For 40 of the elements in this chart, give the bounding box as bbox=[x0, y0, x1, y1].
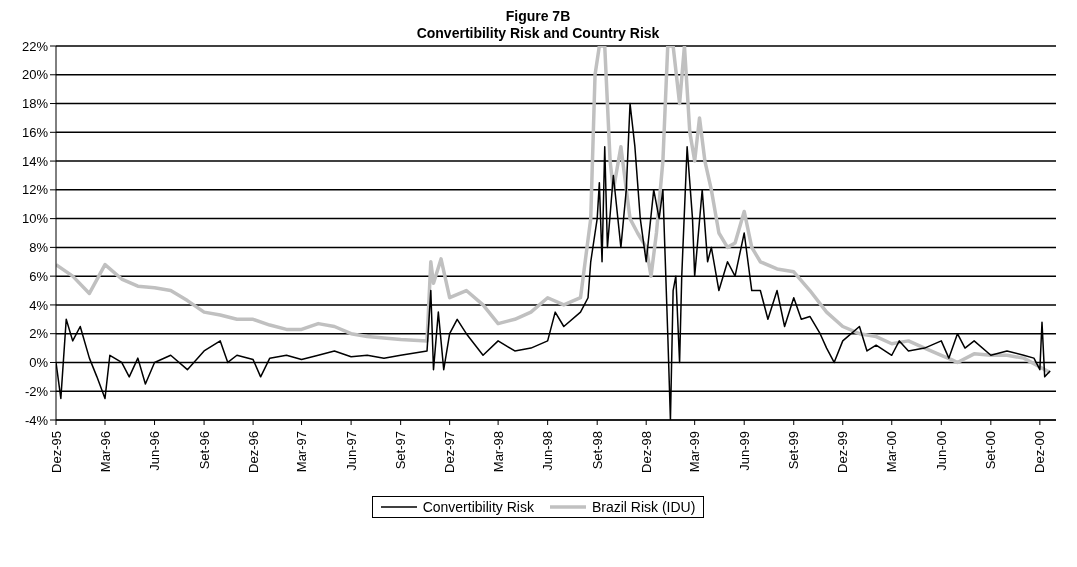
legend-label: Brazil Risk (IDU) bbox=[591, 499, 696, 515]
y-tick-label: 8% bbox=[29, 240, 49, 255]
y-tick-label: 18% bbox=[21, 96, 49, 112]
line-series bbox=[56, 46, 1052, 375]
y-tick-label: 4% bbox=[29, 297, 49, 313]
x-tick-label: Mar-97 bbox=[294, 431, 310, 473]
x-tick-label: Set-96 bbox=[196, 431, 212, 470]
y-tick-label: -2% bbox=[24, 383, 49, 399]
x-tick-label: Dez-00 bbox=[1032, 431, 1048, 473]
y-tick-label: 10% bbox=[21, 211, 49, 227]
y-tick-label: 20% bbox=[21, 67, 49, 83]
x-tick-label: Dez-97 bbox=[442, 431, 458, 473]
x-tick-label: Mar-96 bbox=[97, 431, 113, 473]
x-tick-label: Mar-00 bbox=[884, 431, 900, 473]
x-tick-label: Dez-99 bbox=[835, 431, 851, 473]
x-tick-label: Set-98 bbox=[589, 431, 605, 470]
x-tick-label: Jun-96 bbox=[147, 431, 163, 471]
y-tick-label: 22% bbox=[21, 38, 49, 54]
x-tick-label: Dez-96 bbox=[245, 431, 261, 473]
x-tick-label: Jun-97 bbox=[343, 431, 359, 471]
x-tick-label: Set-00 bbox=[983, 431, 999, 470]
y-tick-label: -4% bbox=[24, 412, 49, 428]
y-tick-label: 14% bbox=[21, 153, 49, 169]
x-tick-label: Dez-98 bbox=[638, 431, 654, 473]
y-tick-label: 2% bbox=[29, 326, 49, 342]
x-tick-label: Set-97 bbox=[393, 431, 409, 470]
x-tick-label: Mar-98 bbox=[490, 431, 506, 473]
x-tick-label: Jun-99 bbox=[736, 431, 752, 471]
chart-subtitle: Convertibility Risk and Country Risk bbox=[416, 25, 660, 41]
x-tick-label: Jun-00 bbox=[933, 431, 949, 471]
chart-title: Figure 7B bbox=[504, 8, 572, 25]
y-tick-label: 12% bbox=[21, 182, 49, 198]
legend-label: Convertibility Risk bbox=[422, 499, 534, 515]
x-tick-label: Set-99 bbox=[786, 431, 802, 470]
y-tick-label: 0% bbox=[29, 355, 49, 371]
y-tick-label: 16% bbox=[21, 124, 49, 140]
x-tick-label: Jun-98 bbox=[540, 431, 556, 471]
x-tick-label: Mar-99 bbox=[687, 431, 703, 473]
x-tick-label: Dez-95 bbox=[48, 431, 64, 473]
y-tick-label: 6% bbox=[29, 268, 49, 284]
